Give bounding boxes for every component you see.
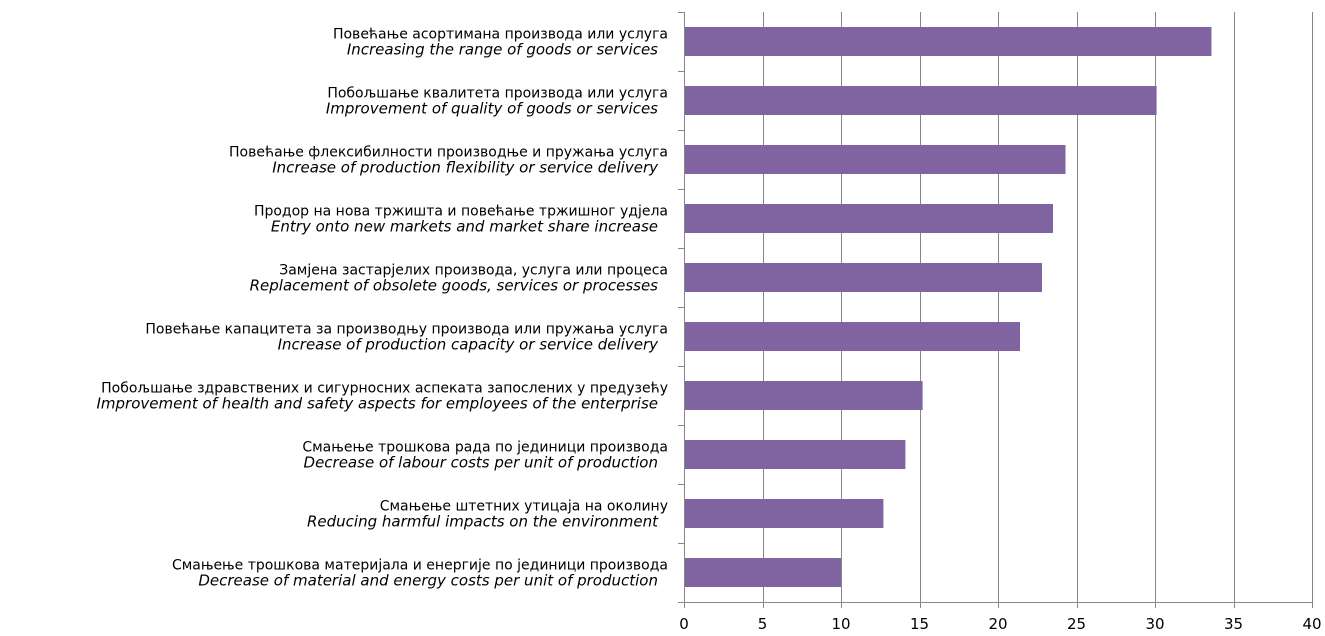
bar-3	[684, 145, 1066, 174]
bars	[684, 27, 1212, 587]
category-label-sr: Побољшање квалитета производа или услуга	[327, 86, 668, 102]
bar-2	[684, 86, 1157, 115]
bar-6	[684, 322, 1020, 351]
x-tick-label: 20	[988, 615, 1007, 633]
category-label-sr: Повећање флексибилности производње и пру…	[229, 145, 668, 161]
x-tick-labels: 0 5 10 15 20 25 30 35 40	[679, 615, 1321, 633]
category-label-en: Increase of production flexibility or se…	[272, 159, 659, 177]
bar-10	[684, 558, 841, 587]
category-label-en: Decrease of material and energy costs pe…	[198, 572, 658, 590]
bar-4	[684, 204, 1053, 233]
axes	[678, 12, 1313, 608]
x-tick-label: 30	[1145, 615, 1164, 633]
bar-5	[684, 263, 1042, 292]
x-tick-label: 0	[679, 615, 689, 633]
category-label-en: Reducing harmful impacts on the environm…	[307, 513, 659, 531]
category-label-en: Improvement of quality of goods or servi…	[326, 100, 658, 118]
category-label-en: Increase of production capacity or servi…	[278, 336, 660, 354]
category-label-sr: Смањење штетних утицаја на околину	[380, 499, 668, 515]
category-labels: Повећање асортимана производа или услуга…	[96, 27, 668, 590]
category-label-en: Decrease of labour costs per unit of pro…	[304, 454, 658, 472]
x-tick-label: 40	[1302, 615, 1321, 633]
x-tick-label: 35	[1224, 615, 1243, 633]
x-tick-label: 10	[831, 615, 850, 633]
bar-1	[684, 27, 1212, 56]
category-label-sr: Смањење трошкова материјала и енергије п…	[172, 558, 668, 574]
category-label-sr: Смањење трошкова рада по јединици произв…	[302, 440, 668, 456]
category-label-sr: Повећање асортимана производа или услуга	[333, 27, 668, 43]
category-label-en: Replacement of obsolete goods, services …	[250, 277, 659, 295]
category-label-en: Improvement of health and safety aspects…	[96, 395, 658, 413]
bar-9	[684, 499, 884, 528]
category-label-sr: Побољшање здравствених и сигурносних асп…	[101, 381, 668, 397]
x-tick-label: 15	[910, 615, 929, 633]
category-label-en: Entry onto new markets and market share …	[271, 218, 658, 236]
category-label-en: Increasing the range of goods or service…	[347, 41, 658, 59]
category-label-sr: Повећање капацитета за производњу произв…	[145, 322, 668, 338]
bar-8	[684, 440, 906, 469]
bar-7	[684, 381, 923, 410]
x-tick-label: 25	[1067, 615, 1086, 633]
category-label-sr: Замјена застарјелих производа, услуга ил…	[279, 263, 668, 279]
category-label-sr: Продор на нова тржишта и повећање тржишн…	[254, 204, 668, 220]
x-tick-label: 5	[758, 615, 768, 633]
